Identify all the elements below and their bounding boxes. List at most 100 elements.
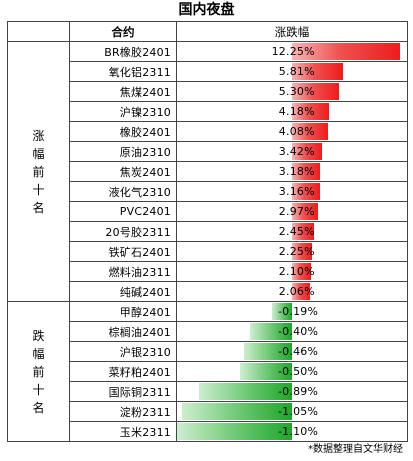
change-value-fraction: 18% <box>289 165 315 178</box>
change-cell: 12. 25% <box>176 41 408 62</box>
change-value-fraction: 16% <box>289 185 315 198</box>
change-value-integer: 2. <box>278 225 290 238</box>
contract-name: 焦炭2401 <box>69 161 177 182</box>
change-value: 2. 25% <box>278 243 315 261</box>
table-row: PVC2401 2. 97% <box>8 201 408 222</box>
contract-name: 橡胶2401 <box>69 121 177 142</box>
table-row: 液化气2310 3. 16% <box>8 181 408 202</box>
change-cell: 2. 06% <box>176 281 408 302</box>
change-cell: -0.50% <box>176 361 408 382</box>
contract-name: 沪镍2310 <box>69 101 177 122</box>
gain-bar <box>292 103 329 120</box>
group-label-text: 跌 幅 前 十 名 <box>32 328 45 415</box>
change-value-integer: 5. <box>278 85 290 98</box>
change-value-integer: 2. <box>278 205 290 218</box>
loss-bar <box>182 403 292 420</box>
gain-bar <box>292 183 320 200</box>
change-value: -0.46% <box>278 345 319 358</box>
gain-bar <box>292 243 312 260</box>
change-cell: -0.89% <box>176 381 408 402</box>
table-row: 原油2310 3. 42% <box>8 141 408 162</box>
change-value-integer: 4. <box>278 105 290 118</box>
change-value: 2. 10% <box>279 263 315 281</box>
change-cell: 4. 18% <box>176 101 408 122</box>
change-value-integer: 2. <box>278 245 290 258</box>
gain-bar <box>292 163 321 180</box>
change-value: -0.50% <box>278 365 319 378</box>
change-cell: 2. 45% <box>176 221 408 242</box>
contract-name: 氧化铝2311 <box>69 61 177 82</box>
change-value-integer: 12. <box>271 45 290 58</box>
change-value-fraction: 06% <box>289 285 315 298</box>
group-label-gainers: 涨 幅 前 十 名 <box>7 41 70 302</box>
change-value-fraction: 30% <box>289 85 315 98</box>
gain-bar <box>292 63 344 80</box>
change-value: 3. 42% <box>278 143 315 161</box>
group-label-text: 涨 幅 前 十 名 <box>32 128 45 215</box>
change-value: 4. 08% <box>278 123 315 141</box>
group-label-losers: 跌 幅 前 十 名 <box>7 301 70 442</box>
change-value-fraction: 25% <box>289 245 315 258</box>
table-row: 涨 幅 前 十 名 BR橡胶2401 12. 25% <box>7 41 408 302</box>
change-value: 12. 25% <box>271 43 315 61</box>
contract-name: 国际铜2311 <box>69 381 177 402</box>
contract-name: BR橡胶2401 <box>69 41 177 62</box>
table-row: 棕榈油2401 -0.40% <box>8 321 408 342</box>
contract-name: 棕榈油2401 <box>69 321 177 342</box>
change-value-fraction: 42% <box>289 145 315 158</box>
gain-bar <box>292 143 323 160</box>
contract-name: 焦煤2401 <box>69 81 177 102</box>
change-value-integer: 3. <box>278 165 290 178</box>
change-value-fraction: 81% <box>289 65 315 78</box>
contract-name: PVC2401 <box>69 201 177 222</box>
table-row: 焦炭2401 3. 18% <box>8 161 408 182</box>
change-cell: -0.46% <box>176 341 408 362</box>
table-row: 淀粉2311 -1.05% <box>8 401 408 422</box>
change-value: 5. 30% <box>278 83 315 101</box>
change-value-integer: 3. <box>278 145 290 158</box>
contract-name: 淀粉2311 <box>69 401 177 422</box>
change-cell: -0.19% <box>176 301 408 322</box>
table-header-row: 合约 涨跌幅 <box>7 21 408 42</box>
contract-name: 液化气2310 <box>69 181 177 202</box>
change-value-fraction: 45% <box>289 225 315 238</box>
change-value-fraction: 10% <box>289 265 315 278</box>
change-value-integer: 4. <box>278 125 290 138</box>
contract-name: 原油2310 <box>69 141 177 162</box>
change-value: 3. 18% <box>278 163 315 181</box>
change-value-fraction: 18% <box>289 105 315 118</box>
table-row: 菜籽粕2401 -0.50% <box>8 361 408 382</box>
contract-name: 纯碱2401 <box>69 281 177 302</box>
loss-bar <box>243 343 292 360</box>
table-body: 涨 幅 前 十 名 BR橡胶2401 12. 25% 氧化铝2311 5. 81% 焦煤240… <box>7 41 408 442</box>
change-value: -1.05% <box>278 405 319 418</box>
change-value-fraction: 97% <box>289 205 315 218</box>
loss-bar <box>250 323 292 340</box>
gain-bar <box>292 283 311 300</box>
header-contract: 合约 <box>69 21 177 42</box>
contract-name: 菜籽粕2401 <box>69 361 177 382</box>
contract-name: 甲醇2401 <box>69 301 177 322</box>
gain-bar <box>292 83 339 100</box>
table-row: 沪银2310 -0.46% <box>8 341 408 362</box>
change-cell: 5. 81% <box>176 61 408 82</box>
change-value: -1.10% <box>278 425 319 438</box>
gain-bar <box>292 263 311 280</box>
change-value: -0.19% <box>278 305 319 318</box>
source-note: *数据整理自文华财经 <box>308 444 403 455</box>
change-value: 2. 45% <box>278 223 315 241</box>
change-cell: -1.05% <box>176 401 408 422</box>
change-value-integer: 3. <box>278 185 290 198</box>
change-value: 3. 16% <box>278 183 315 201</box>
change-value: -0.40% <box>278 325 319 338</box>
change-value: -0.89% <box>278 385 319 398</box>
change-value: 5. 81% <box>279 63 315 81</box>
loss-bar <box>272 303 292 320</box>
gain-bar <box>292 203 319 220</box>
change-cell: 3. 16% <box>176 181 408 202</box>
change-value-integer: 2. <box>278 285 290 298</box>
gain-bar <box>292 223 314 240</box>
change-cell: 2. 25% <box>176 241 408 262</box>
gain-bar <box>292 43 401 60</box>
table-row: 跌 幅 前 十 名 甲醇2401 -0.19% <box>7 301 408 442</box>
